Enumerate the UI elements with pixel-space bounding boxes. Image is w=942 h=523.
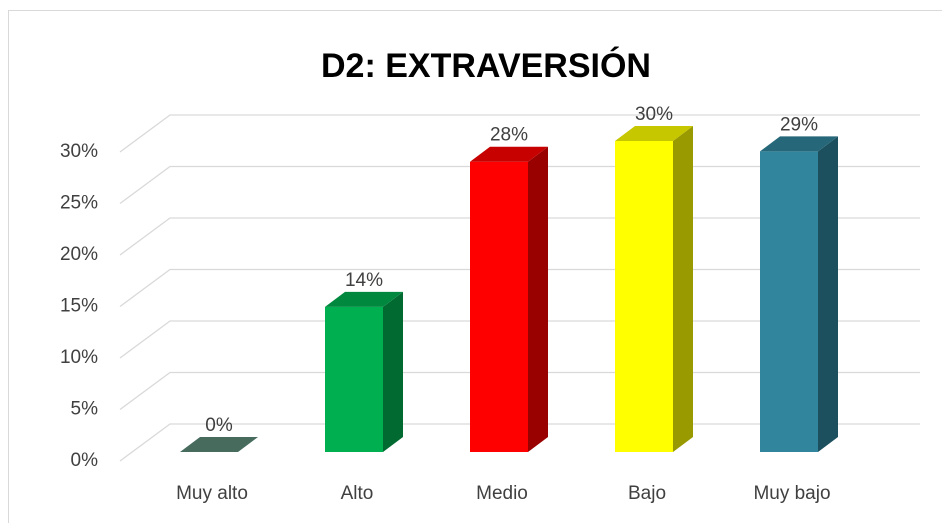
data-label: 29%	[780, 114, 818, 135]
y-tick-label: 30%	[60, 141, 98, 162]
y-tick-label: 20%	[60, 244, 98, 265]
y-tick-label: 15%	[60, 296, 98, 317]
x-tick-label: Muy alto	[176, 483, 248, 504]
y-tick-label: 0%	[71, 450, 99, 471]
bar-top	[325, 291, 403, 307]
bar-side	[673, 126, 693, 452]
x-tick-label: Muy bajo	[753, 483, 830, 504]
bar	[325, 291, 403, 452]
y-tick-label: 10%	[60, 347, 98, 368]
data-label: 30%	[635, 104, 673, 125]
bar-side	[818, 136, 838, 452]
bar-front	[325, 306, 383, 452]
bar-front	[760, 151, 818, 452]
bar-side	[383, 291, 403, 452]
bar	[760, 136, 838, 452]
chart-title: D2: EXTRAVERSIÓN	[321, 47, 651, 85]
bar-top	[760, 136, 838, 152]
y-tick-label: 25%	[60, 193, 98, 214]
bar-front	[615, 141, 673, 452]
bar-front	[470, 161, 528, 452]
x-tick-label: Bajo	[628, 483, 666, 504]
data-label: 28%	[490, 125, 528, 146]
grid-line	[119, 114, 920, 153]
bar-side	[528, 146, 548, 452]
bar	[180, 437, 258, 452]
x-tick-label: Alto	[341, 483, 374, 504]
bar-top	[180, 437, 258, 452]
y-tick-label: 5%	[71, 399, 99, 420]
data-label: 0%	[205, 415, 233, 436]
bar	[470, 146, 548, 452]
bar	[615, 126, 693, 452]
data-label: 14%	[345, 270, 383, 291]
bar-top	[615, 126, 693, 141]
bar-top	[470, 146, 548, 162]
x-tick-label: Medio	[476, 483, 528, 504]
